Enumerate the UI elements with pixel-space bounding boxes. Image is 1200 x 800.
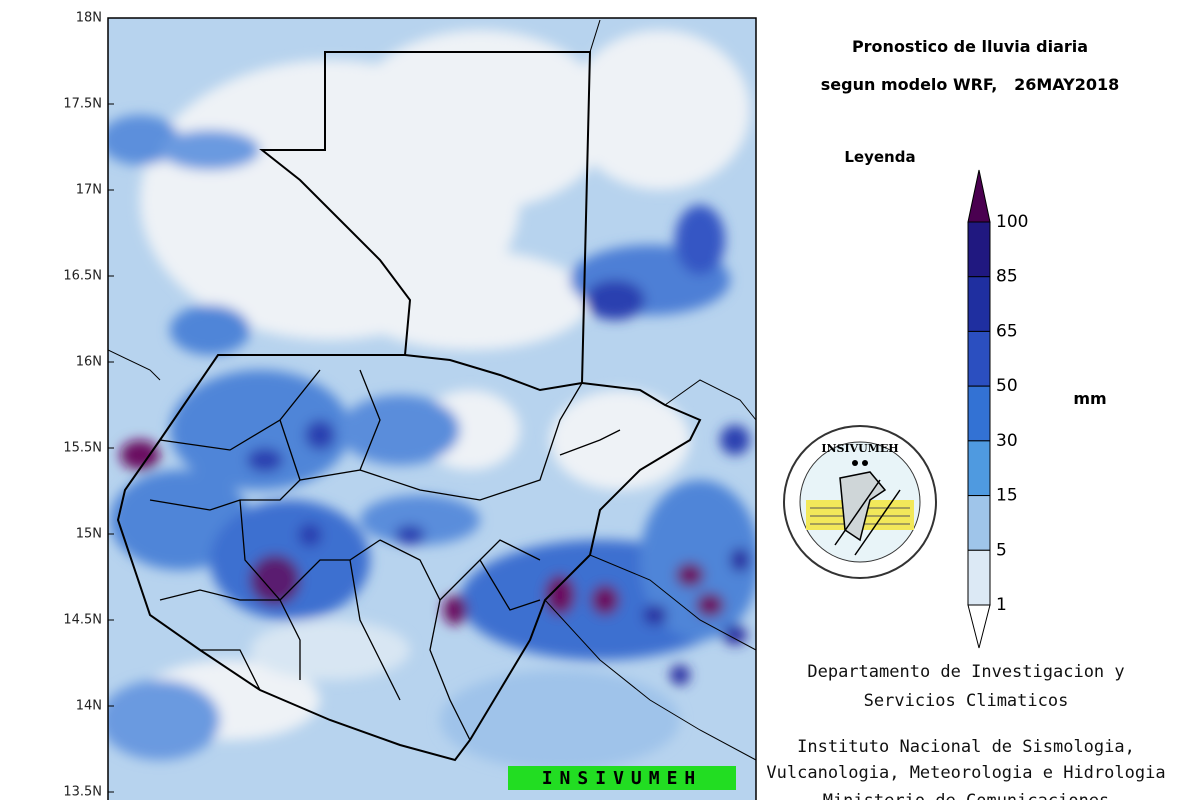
colorbar-label: 50 <box>996 376 1018 396</box>
colorbar-top-arrow <box>967 169 991 223</box>
department-borders <box>149 369 621 741</box>
logo-text: INSIVUMEH <box>821 442 898 455</box>
colorbar-label: 65 <box>996 321 1018 341</box>
rain-map: INSIVUMEH <box>108 18 756 800</box>
colorbar-segment <box>967 276 991 332</box>
colorbar-segment <box>967 549 991 606</box>
map-frame <box>107 17 757 800</box>
latitude-label: 17.5N <box>63 97 102 112</box>
logo: INSIVUMEH <box>783 425 937 579</box>
colorbar-label: 1 <box>996 595 1007 615</box>
latitude-label: 16.5N <box>63 269 102 284</box>
colorbar-label: 85 <box>996 267 1018 287</box>
colorbar-label: 30 <box>996 431 1018 451</box>
footer-line: Vulcanologia, Meteorologia e Hidrologia <box>766 763 1165 783</box>
latitude-labels: 18N 17.5N 17N 16.5N 16N 15.5N 15N 14.5N 14N 13.5N <box>63 11 114 800</box>
footer-line: Servicios Climaticos <box>864 691 1069 711</box>
rain-field <box>108 30 756 770</box>
colorbar-segment <box>967 221 991 278</box>
title: Pronostico de lluvia diaria <box>852 37 1088 56</box>
colorbar-labels: 100 85 65 50 30 15 5 1 <box>996 212 1028 615</box>
colorbar-label: 5 <box>996 540 1007 560</box>
colorbar-label: 15 <box>996 486 1018 506</box>
colorbar-segment <box>967 330 991 387</box>
latitude-label: 16N <box>76 355 102 370</box>
latitude-label: 15.5N <box>63 441 102 456</box>
latitude-label: 15N <box>76 527 102 542</box>
colorbar-label: 100 <box>996 212 1028 232</box>
latitude-label: 14.5N <box>63 613 102 628</box>
banner-text: INSIVUMEH <box>542 768 703 789</box>
latitude-label: 18N <box>76 11 102 26</box>
colorbar-segment <box>967 440 991 497</box>
latitude-label: 14N <box>76 699 102 714</box>
banner-background <box>508 766 736 790</box>
neighbor-borders <box>108 19 756 761</box>
legend-title: Leyenda <box>844 148 915 166</box>
colorbar-bottom-arrow <box>967 604 991 649</box>
colorbar-segment <box>967 385 991 442</box>
colorbar-segment <box>967 495 991 551</box>
legend-unit: mm <box>1073 389 1106 408</box>
latitude-label: 17N <box>76 183 102 198</box>
subtitle: segun modelo WRF, 26MAY2018 <box>821 75 1119 94</box>
latitude-label: 13.5N <box>63 785 102 800</box>
footer-line: Ministerio de Comunicaciones <box>823 791 1110 800</box>
colorbar <box>967 169 991 649</box>
footer-line: Departamento de Investigacion y <box>807 662 1124 682</box>
country-border <box>116 51 702 762</box>
footer-line: Instituto Nacional de Sismologia, <box>797 737 1135 757</box>
